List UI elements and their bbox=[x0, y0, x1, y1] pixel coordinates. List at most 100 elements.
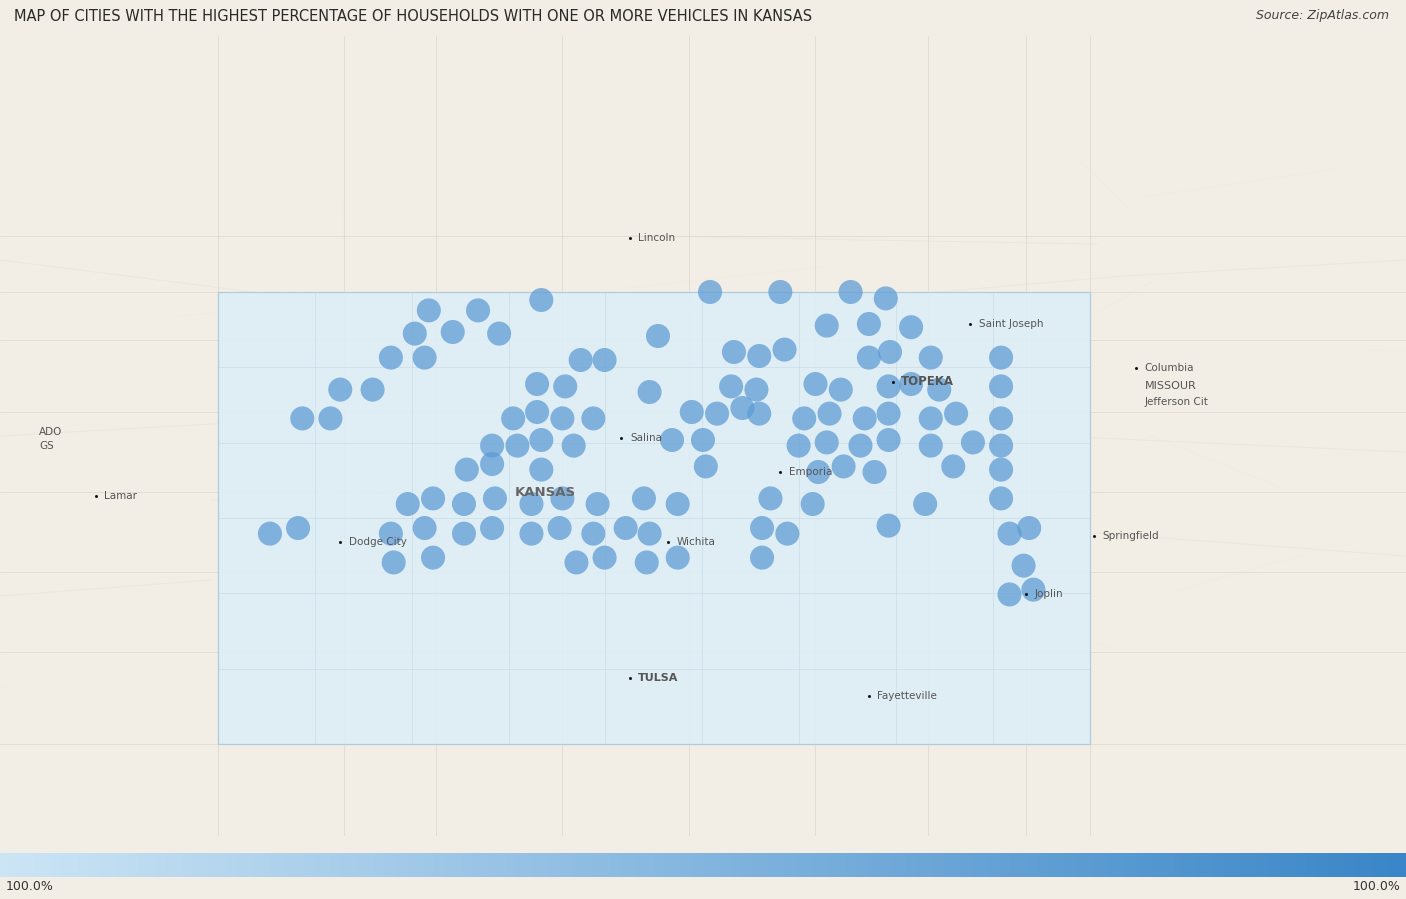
Point bbox=[422, 491, 444, 505]
Text: 100.0%: 100.0% bbox=[6, 880, 53, 893]
Point bbox=[488, 326, 510, 341]
Point bbox=[695, 459, 717, 474]
Point bbox=[990, 462, 1012, 476]
Text: 100.0%: 100.0% bbox=[1353, 880, 1400, 893]
Point bbox=[818, 406, 841, 421]
Point bbox=[877, 406, 900, 421]
Point bbox=[692, 432, 714, 447]
Text: Emporia: Emporia bbox=[789, 467, 832, 477]
Point bbox=[990, 351, 1012, 365]
Point bbox=[832, 459, 855, 474]
Point bbox=[481, 457, 503, 471]
Point bbox=[699, 285, 721, 299]
Point bbox=[731, 401, 754, 415]
Text: Fayetteville: Fayetteville bbox=[877, 691, 938, 701]
Point bbox=[666, 550, 689, 565]
Point bbox=[636, 556, 658, 570]
Point bbox=[804, 377, 827, 391]
Point bbox=[990, 379, 1012, 394]
Point bbox=[502, 411, 524, 425]
Point bbox=[413, 351, 436, 365]
Text: Source: ZipAtlas.com: Source: ZipAtlas.com bbox=[1256, 9, 1389, 22]
Point bbox=[877, 379, 900, 394]
Point bbox=[877, 432, 900, 447]
Point bbox=[666, 497, 689, 512]
Point bbox=[380, 351, 402, 365]
Point bbox=[877, 519, 900, 533]
Point bbox=[291, 411, 314, 425]
Point bbox=[1012, 558, 1035, 573]
Text: Jefferson Cit: Jefferson Cit bbox=[1144, 397, 1208, 407]
Point bbox=[720, 379, 742, 394]
Point bbox=[530, 293, 553, 307]
Point bbox=[879, 345, 901, 360]
Point bbox=[481, 521, 503, 535]
Text: TULSA: TULSA bbox=[638, 672, 679, 682]
Point bbox=[801, 497, 824, 512]
Point bbox=[1018, 521, 1040, 535]
Point bbox=[839, 285, 862, 299]
Point bbox=[998, 587, 1021, 601]
Point bbox=[413, 521, 436, 535]
Point bbox=[990, 439, 1012, 453]
Point bbox=[920, 411, 942, 425]
Point bbox=[793, 411, 815, 425]
Point bbox=[526, 377, 548, 391]
Point bbox=[562, 439, 585, 453]
Text: Springfield: Springfield bbox=[1102, 531, 1159, 541]
Point bbox=[484, 491, 506, 505]
Point bbox=[914, 497, 936, 512]
Point bbox=[900, 377, 922, 391]
Point bbox=[481, 439, 503, 453]
Point bbox=[942, 459, 965, 474]
Point bbox=[875, 291, 897, 306]
Point bbox=[990, 491, 1012, 505]
Point bbox=[830, 382, 852, 396]
Point bbox=[259, 527, 281, 541]
Point bbox=[633, 491, 655, 505]
Point bbox=[962, 435, 984, 450]
Point bbox=[858, 351, 880, 365]
Point bbox=[998, 527, 1021, 541]
Point bbox=[404, 326, 426, 341]
Point bbox=[773, 343, 796, 357]
Point bbox=[776, 527, 799, 541]
Point bbox=[380, 527, 402, 541]
Point bbox=[863, 465, 886, 479]
Point bbox=[520, 497, 543, 512]
Point bbox=[751, 550, 773, 565]
Point bbox=[593, 352, 616, 367]
Point bbox=[787, 439, 810, 453]
Text: Salina: Salina bbox=[630, 432, 662, 442]
Point bbox=[287, 521, 309, 535]
Point bbox=[361, 382, 384, 396]
Point bbox=[520, 527, 543, 541]
Point bbox=[928, 382, 950, 396]
Text: Dodge City: Dodge City bbox=[349, 537, 406, 547]
Text: TOPEKA: TOPEKA bbox=[901, 375, 955, 388]
Point bbox=[554, 379, 576, 394]
Point bbox=[565, 556, 588, 570]
Point bbox=[815, 318, 838, 333]
Point bbox=[849, 439, 872, 453]
Bar bbox=[218, 292, 1090, 744]
Point bbox=[807, 465, 830, 479]
Point bbox=[586, 497, 609, 512]
Text: Saint Joseph: Saint Joseph bbox=[979, 319, 1043, 329]
Point bbox=[858, 316, 880, 331]
Point bbox=[453, 527, 475, 541]
Text: GS: GS bbox=[39, 441, 53, 450]
Point bbox=[396, 497, 419, 512]
Point bbox=[748, 406, 770, 421]
Point bbox=[647, 329, 669, 343]
Point bbox=[1022, 583, 1045, 597]
Text: KANSAS: KANSAS bbox=[515, 485, 575, 499]
Point bbox=[706, 406, 728, 421]
Point bbox=[418, 303, 440, 317]
Point bbox=[506, 439, 529, 453]
Text: Wichita: Wichita bbox=[676, 537, 716, 547]
Point bbox=[900, 320, 922, 334]
Point bbox=[920, 439, 942, 453]
Point bbox=[751, 521, 773, 535]
Text: Lamar: Lamar bbox=[104, 491, 136, 501]
